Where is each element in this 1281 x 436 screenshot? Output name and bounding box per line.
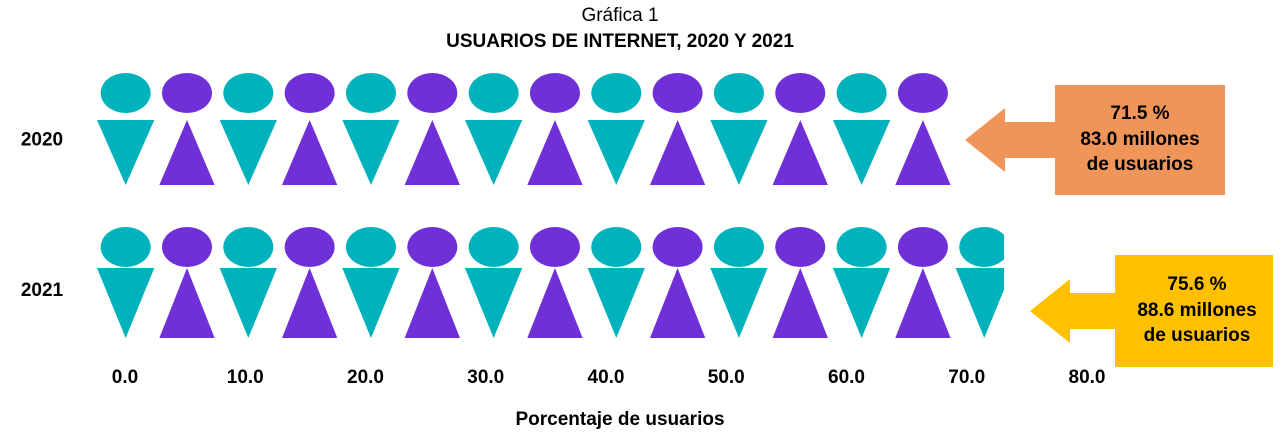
icon-head [100, 73, 151, 113]
icon-head [959, 73, 1009, 113]
icon-body [649, 268, 706, 338]
icon-head [713, 73, 764, 113]
icon-body [342, 268, 400, 338]
x-tick-label: 40.0 [588, 367, 625, 388]
x-tick-label: 30.0 [467, 367, 504, 388]
icon-head [713, 227, 764, 267]
icon-body [772, 268, 828, 338]
icon-body [464, 120, 523, 185]
icon-head [836, 73, 887, 113]
icon-head [345, 73, 396, 113]
icon-body [832, 120, 891, 185]
icon-body [159, 268, 215, 338]
category-label: 2021 [21, 280, 64, 301]
icon-body [97, 268, 155, 338]
icon-body [710, 120, 768, 185]
callout-text: 83.0 millones [1080, 129, 1199, 150]
x-tick-label: 20.0 [347, 367, 384, 388]
icon-head [529, 73, 580, 113]
icon-head [652, 73, 703, 113]
icon-head [652, 227, 703, 267]
icon-body [281, 268, 338, 338]
icon-body [404, 120, 460, 185]
icon-body [97, 120, 155, 185]
icon-body [587, 120, 645, 185]
icon-body [281, 120, 338, 185]
icon-body [219, 268, 277, 338]
chart-title: Gráfica 1 [581, 5, 658, 26]
icon-head [897, 227, 948, 267]
icon-head [897, 73, 948, 113]
x-tick-label: 80.0 [1069, 367, 1106, 388]
icon-head [223, 227, 274, 267]
icon-head [407, 73, 458, 113]
icon-body [772, 120, 828, 185]
icon-body [955, 268, 1005, 338]
callout-box [1055, 85, 1225, 195]
icon-head [284, 227, 335, 267]
icon-body [342, 120, 400, 185]
callout-text: de usuarios [1087, 154, 1194, 175]
pictogram-bar [97, 227, 1005, 338]
x-tick-label: 50.0 [708, 367, 745, 388]
callout-arrow [965, 108, 1055, 172]
icon-head [529, 227, 580, 267]
chart-subtitle: USUARIOS DE INTERNET, 2020 Y 2021 [446, 31, 794, 52]
icon-body [527, 268, 583, 338]
icon-body [895, 268, 951, 338]
icon-head [468, 73, 519, 113]
callout-box [1115, 255, 1273, 367]
icon-body [895, 120, 951, 185]
icon-body [527, 120, 583, 185]
icon-body [832, 268, 891, 338]
callout-arrow [1030, 279, 1115, 343]
icon-body [404, 268, 460, 338]
x-tick-label: 70.0 [948, 367, 985, 388]
icon-body [464, 268, 523, 338]
category-label: 2020 [21, 130, 63, 151]
icon-head [591, 227, 642, 267]
icon-head [468, 227, 519, 267]
icon-head [775, 227, 826, 267]
icon-head [836, 227, 887, 267]
value-label: 75.6 % [1167, 274, 1226, 295]
x-tick-label: 60.0 [828, 367, 865, 388]
icon-head [223, 73, 274, 113]
icon-body [587, 268, 645, 338]
icon-head [775, 73, 826, 113]
icon-head [161, 73, 212, 113]
icon-head [161, 227, 212, 267]
icon-head [959, 227, 1005, 267]
icon-head [591, 73, 642, 113]
icon-head [284, 73, 335, 113]
pictogram-bar [97, 73, 1009, 185]
icon-head [407, 227, 458, 267]
icon-body [219, 120, 277, 185]
x-tick-label: 10.0 [227, 367, 264, 388]
icon-body [649, 120, 706, 185]
x-axis-label: Porcentaje de usuarios [515, 409, 724, 430]
x-tick-label: 0.0 [112, 367, 138, 388]
value-label: 71.5 % [1110, 103, 1169, 124]
icon-body [159, 120, 215, 185]
callout-text: 88.6 millones [1137, 300, 1256, 321]
callout-text: de usuarios [1144, 325, 1251, 346]
icon-body [710, 268, 768, 338]
icon-head [345, 227, 396, 267]
icon-head [100, 227, 151, 267]
